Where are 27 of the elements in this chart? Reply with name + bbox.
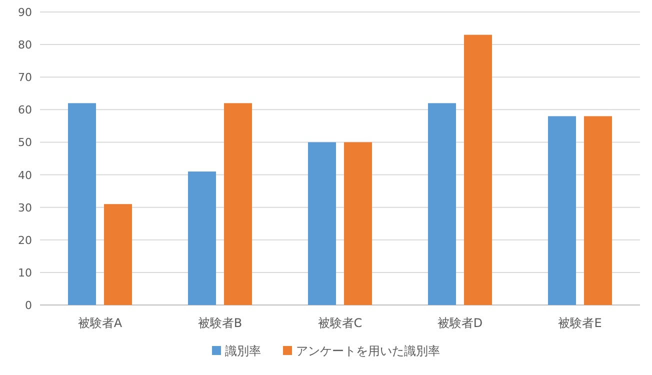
bar bbox=[188, 172, 216, 305]
y-tick-label: 40 bbox=[18, 168, 32, 182]
bar bbox=[428, 103, 456, 305]
bar bbox=[548, 116, 576, 305]
bar bbox=[308, 142, 336, 305]
y-tick-label: 20 bbox=[18, 234, 32, 247]
y-tick-label: 80 bbox=[18, 38, 32, 52]
bar bbox=[584, 116, 612, 305]
bar bbox=[68, 103, 96, 305]
y-tick-label: 0 bbox=[25, 299, 32, 312]
y-tick-label: 10 bbox=[18, 266, 32, 280]
bar bbox=[344, 142, 372, 305]
y-tick-label: 70 bbox=[18, 71, 32, 84]
y-tick-label: 60 bbox=[18, 104, 32, 117]
y-tick-label: 90 bbox=[18, 6, 32, 19]
x-tick-label: 被験者A bbox=[78, 316, 123, 330]
x-tick-label: 被験者B bbox=[198, 316, 242, 330]
bar bbox=[224, 103, 252, 305]
y-tick-label: 30 bbox=[18, 201, 32, 214]
y-tick-label: 50 bbox=[18, 136, 32, 150]
x-tick-label: 被験者D bbox=[437, 316, 483, 330]
legend-label: 識別率 bbox=[225, 344, 261, 358]
bar bbox=[464, 34, 492, 305]
x-tick-label: 被験者E bbox=[558, 316, 602, 330]
x-tick-label: 被験者C bbox=[318, 316, 362, 330]
bar bbox=[104, 204, 132, 305]
legend-label: アンケートを用いた識別率 bbox=[296, 344, 440, 358]
